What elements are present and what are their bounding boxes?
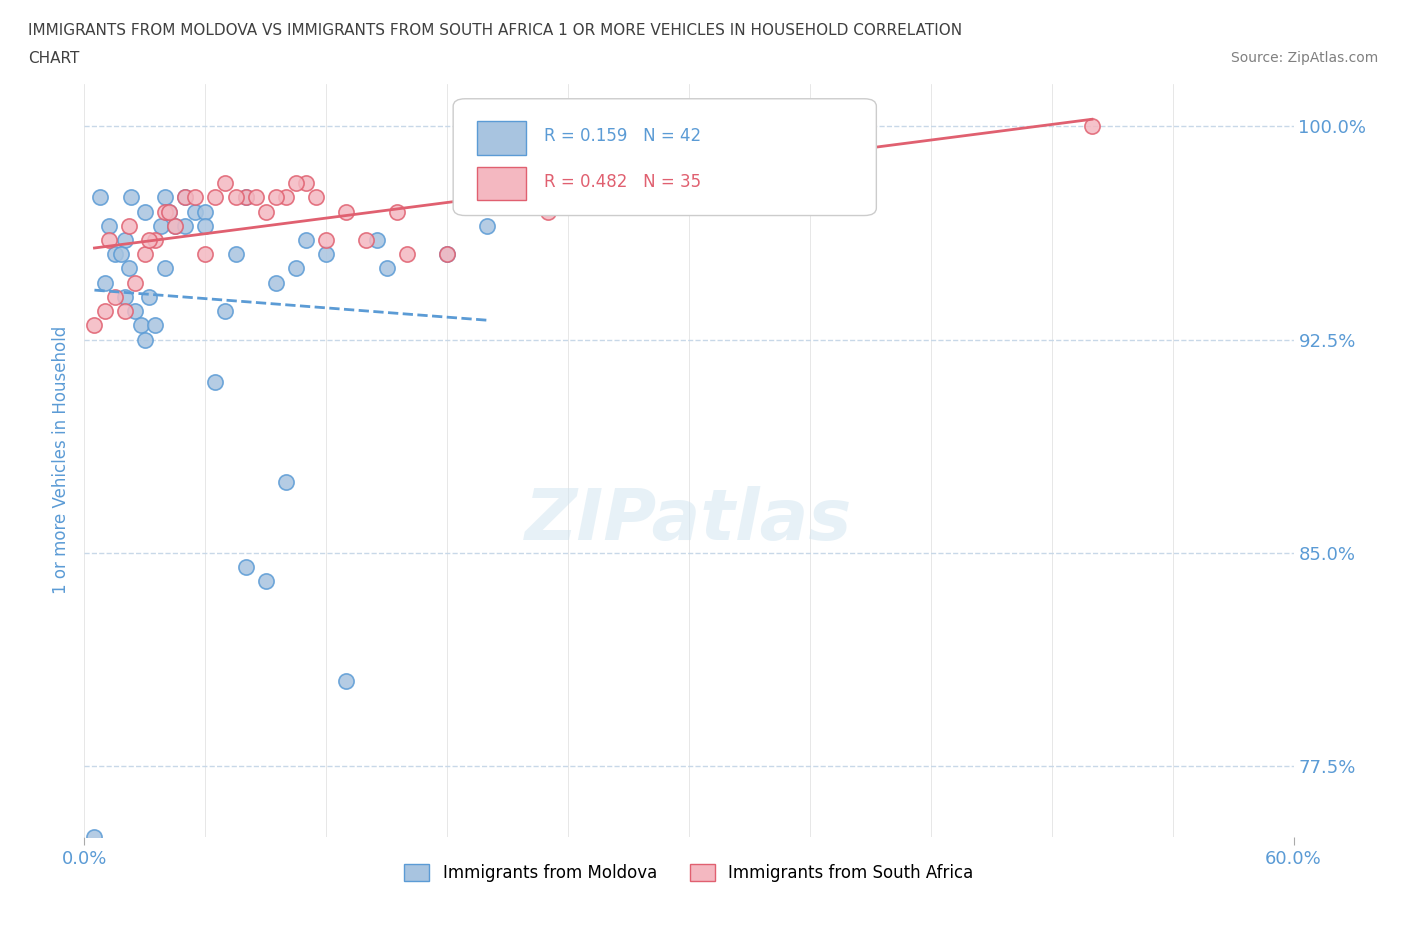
Point: [124, 304, 146, 319]
Text: Source: ZipAtlas.com: Source: ZipAtlas.com: [1230, 51, 1378, 65]
Point: [436, 246, 458, 261]
Point: [204, 190, 226, 205]
Point: [93, 304, 115, 319]
Point: [264, 275, 287, 290]
Point: [110, 246, 132, 261]
Point: [194, 219, 217, 233]
Text: IMMIGRANTS FROM MOLDOVA VS IMMIGRANTS FROM SOUTH AFRICA 1 OR MORE VEHICLES IN HO: IMMIGRANTS FROM MOLDOVA VS IMMIGRANTS FR…: [28, 23, 962, 38]
Point: [143, 318, 166, 333]
Point: [477, 219, 499, 233]
Point: [157, 205, 180, 219]
Point: [114, 232, 136, 247]
Point: [385, 205, 408, 219]
Point: [165, 219, 187, 233]
Point: [174, 219, 197, 233]
Bar: [478, 166, 526, 201]
Point: [194, 205, 217, 219]
Point: [138, 289, 160, 304]
Point: [83, 318, 105, 333]
Text: CHART: CHART: [28, 51, 80, 66]
Point: [395, 246, 418, 261]
Point: [138, 232, 160, 247]
Point: [225, 246, 247, 261]
Point: [153, 261, 176, 276]
Point: [157, 205, 180, 219]
Point: [89, 190, 111, 205]
Point: [97, 219, 120, 233]
Point: [285, 176, 308, 191]
Point: [97, 232, 120, 247]
Point: [129, 318, 152, 333]
Point: [254, 205, 277, 219]
Point: [153, 205, 176, 219]
Point: [264, 190, 287, 205]
Point: [245, 190, 267, 205]
Point: [537, 205, 560, 219]
Point: [295, 232, 318, 247]
Point: [315, 232, 337, 247]
Point: [366, 232, 388, 247]
Point: [235, 190, 257, 205]
Point: [274, 190, 297, 205]
Point: [235, 560, 257, 575]
Point: [305, 190, 328, 205]
Point: [153, 190, 176, 205]
Point: [118, 261, 141, 276]
Point: [118, 219, 141, 233]
Point: [143, 232, 166, 247]
Point: [134, 332, 156, 347]
Point: [120, 190, 142, 205]
Point: [295, 176, 318, 191]
Point: [274, 474, 297, 489]
Point: [184, 205, 207, 219]
Text: ZIPatlas: ZIPatlas: [526, 486, 852, 555]
Point: [356, 232, 378, 247]
Point: [204, 375, 226, 390]
Point: [104, 289, 127, 304]
Point: [184, 190, 207, 205]
Point: [1081, 119, 1104, 134]
Point: [375, 261, 398, 276]
Point: [335, 673, 357, 688]
Point: [174, 190, 197, 205]
Point: [174, 190, 197, 205]
Y-axis label: 1 or more Vehicles in Household: 1 or more Vehicles in Household: [52, 326, 70, 594]
Point: [93, 275, 115, 290]
Point: [194, 246, 217, 261]
Point: [436, 246, 458, 261]
Point: [149, 219, 172, 233]
Point: [235, 190, 257, 205]
Point: [134, 246, 156, 261]
Point: [83, 830, 105, 844]
Bar: [478, 121, 526, 155]
Point: [114, 289, 136, 304]
Point: [225, 190, 247, 205]
Point: [285, 261, 308, 276]
Point: [114, 304, 136, 319]
FancyBboxPatch shape: [453, 99, 876, 216]
Point: [254, 574, 277, 589]
Point: [165, 219, 187, 233]
Point: [214, 176, 236, 191]
Point: [134, 205, 156, 219]
Point: [124, 275, 146, 290]
Point: [104, 246, 127, 261]
Text: R = 0.482   N = 35: R = 0.482 N = 35: [544, 173, 702, 191]
Point: [214, 304, 236, 319]
Point: [335, 205, 357, 219]
Legend: Immigrants from Moldova, Immigrants from South Africa: Immigrants from Moldova, Immigrants from…: [398, 857, 980, 889]
Text: R = 0.159   N = 42: R = 0.159 N = 42: [544, 127, 702, 145]
Point: [315, 246, 337, 261]
